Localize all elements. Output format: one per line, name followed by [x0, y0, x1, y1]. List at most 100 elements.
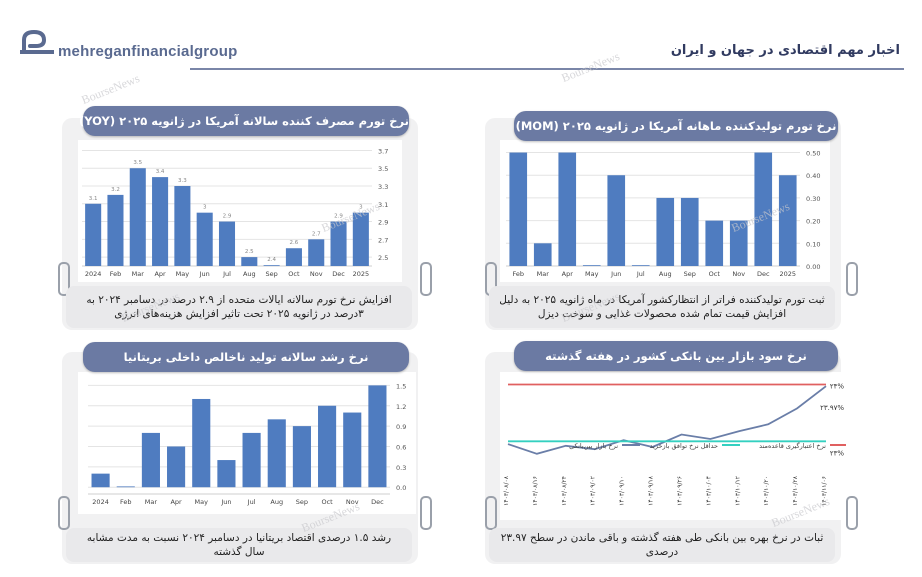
- x-tick-label: ۱۴۰۳/۱۱/۰۶: [821, 476, 828, 506]
- x-tick-label: Sep: [296, 498, 308, 506]
- binder-ring-icon: [420, 496, 432, 530]
- y-tick-label: 0.30: [806, 195, 820, 203]
- bar: [174, 186, 191, 266]
- bar: [680, 197, 699, 266]
- y-tick-label: 0.0: [396, 484, 406, 492]
- x-tick-label: Jun: [610, 270, 621, 278]
- chart-cpi-box: 3.7 3.5 3.3 3.1 2.9 2.7 2.5 3.1 2024 3.2 Feb 3.5 Mar…: [78, 140, 402, 282]
- x-tick-label: ۱۴۰۳/۱۰/۱۲: [734, 476, 741, 506]
- data-label: 3.1: [89, 196, 98, 202]
- panel-uk-description: رشد ۱.۵ درصدی اقتصاد بریتانیا در دسامبر …: [66, 528, 412, 562]
- panel-uk-title: نرخ رشد سالانه تولید ناخالص داخلی بریتان…: [83, 342, 409, 372]
- header: mehreganfinancialgroup اخبار مهم اقتصادی…: [0, 0, 922, 72]
- panel-interbank-description: ثبات در نرخ بهره بین بانکی طی هفته گذشته…: [489, 528, 835, 562]
- x-tick-label: Nov: [346, 498, 359, 506]
- header-divider: [190, 68, 904, 70]
- x-tick-label: Sep: [684, 270, 696, 278]
- chart-interbank-box: ۲۴% ۲۳.۹۷% ۲۳% نرخ اعتبارگیری قاعده‌مند حداق…: [500, 372, 848, 520]
- bar: [352, 212, 369, 266]
- x-tick-label: 2024: [85, 270, 102, 278]
- panel-cpi-description: افزایش نرخ تورم سالانه ایالات متحده از ۲…: [66, 286, 412, 328]
- y-tick-label: 0.6: [396, 443, 406, 451]
- x-tick-label: Jun: [220, 498, 231, 506]
- bar: [242, 432, 261, 488]
- bar: [582, 265, 601, 266]
- x-tick-label: Aug: [243, 270, 256, 278]
- x-tick-label: Jul: [636, 270, 645, 278]
- x-tick-label: Mar: [132, 270, 145, 278]
- x-tick-label: May: [195, 498, 209, 506]
- x-tick-label: ۱۴۰۳/۱۰/۰۴: [705, 476, 712, 506]
- chart-cpi: 3.7 3.5 3.3 3.1 2.9 2.7 2.5 3.1 2024 3.2 Feb 3.5 Mar…: [82, 147, 388, 278]
- watermark-text: BourseNews: [79, 71, 142, 108]
- data-label: 3.2: [111, 187, 120, 193]
- data-label: 2.9: [223, 214, 232, 220]
- bar: [558, 152, 577, 266]
- data-label: 3: [359, 205, 363, 211]
- chart-uk-box: 1.5 1.2 0.9 0.6 0.3 0.0 2024 Feb Mar Apr May Jun Jul…: [78, 372, 416, 514]
- panel-interbank-title: نرخ سود بازار بین بانکی کشور در هفته گذش…: [514, 341, 838, 371]
- bar: [192, 398, 211, 488]
- x-tick-label: Apr: [562, 270, 574, 278]
- binder-ring-icon: [58, 262, 70, 296]
- page-title: اخبار مهم اقتصادی در جهان و ایران: [670, 43, 900, 58]
- brand-name: mehreganfinancialgroup: [58, 43, 238, 60]
- binder-ring-icon: [420, 262, 432, 296]
- x-tick-label: Oct: [321, 498, 333, 506]
- x-tick-label: Apr: [170, 498, 182, 506]
- bar: [509, 152, 528, 266]
- x-tick-label: Feb: [512, 270, 524, 278]
- chart-ppi: 0.50 0.40 0.30 0.20 0.10 0.00 Feb Mar Apr May Jun J…: [506, 150, 820, 278]
- y-tick-label: 3.7: [378, 147, 388, 155]
- x-tick-label: ۱۴۰۳/۰۸/۰۸: [503, 475, 510, 506]
- binder-ring-icon: [846, 496, 858, 530]
- x-tick-label: 2025: [779, 270, 796, 278]
- bar: [241, 257, 258, 266]
- y-tick-label: 0.00: [806, 263, 820, 271]
- bar: [152, 177, 169, 266]
- y-tick-label: 3.1: [378, 201, 388, 209]
- legend-label: حداقل نرخ توافق بازخرید: [650, 442, 718, 450]
- y-tick-label: 2.9: [378, 219, 388, 227]
- panel-cpi-title: نرخ تورم مصرف کننده سالانه آمریکا در ژان…: [79, 106, 409, 136]
- bar: [754, 152, 773, 266]
- y-tick-label: 0.10: [806, 240, 820, 248]
- x-tick-label: ۱۴۰۳/۰۹/۲۶: [676, 476, 683, 506]
- bar: [116, 486, 135, 488]
- bar: [656, 197, 675, 266]
- x-tick-label: Dec: [757, 270, 770, 278]
- bar: [308, 239, 325, 266]
- x-tick-label: Aug: [659, 270, 672, 278]
- x-tick-label: Jul: [247, 498, 256, 506]
- x-tick-label: Jun: [199, 270, 210, 278]
- x-tick-label: Oct: [288, 270, 300, 278]
- bar: [91, 473, 110, 488]
- chart-ppi-box: 0.50 0.40 0.30 0.20 0.10 0.00 Feb Mar Apr May Jun J…: [500, 140, 830, 282]
- panel-ppi-title: نرخ تورم تولیدکننده ماهانه آمریکا در ژان…: [514, 111, 838, 141]
- x-tick-label: Dec: [371, 498, 384, 506]
- line-end-label: ۲۳.۹۷%: [820, 404, 844, 412]
- y-tick-label: 3.3: [378, 183, 388, 191]
- x-tick-label: Mar: [537, 270, 550, 278]
- x-tick-label: 2025: [353, 270, 370, 278]
- y-tick-label: 2.5: [378, 254, 388, 262]
- bar: [292, 426, 311, 488]
- y-tick-label: 0.20: [806, 218, 820, 226]
- bar: [217, 460, 236, 488]
- brand-logo-icon: [20, 30, 54, 54]
- legend-label: نرخ اعتبارگیری قاعده‌مند: [759, 442, 826, 450]
- binder-ring-icon: [485, 496, 497, 530]
- legend-label: نرخ بازار بین‌بانکی: [569, 442, 618, 450]
- x-tick-label: Sep: [265, 270, 277, 278]
- y-tick-label: 0.3: [396, 464, 406, 472]
- x-tick-label: 2024: [92, 498, 109, 506]
- x-tick-label: Nov: [732, 270, 745, 278]
- x-tick-label: Nov: [310, 270, 323, 278]
- data-label: 3: [203, 205, 207, 211]
- data-label: 2.6: [290, 240, 299, 246]
- y-tick-label: 2.7: [378, 236, 388, 244]
- bar: [729, 220, 748, 266]
- panel-ppi-description: ثبت تورم تولیدکننده فراتر از انتظارکشور …: [489, 286, 835, 328]
- data-label: 2.9: [334, 214, 343, 220]
- bar: [107, 194, 124, 266]
